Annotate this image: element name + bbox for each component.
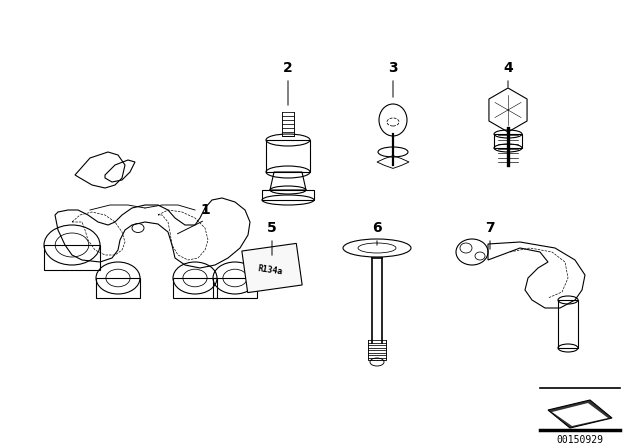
Text: R134a: R134a [257,264,283,276]
Text: 5: 5 [267,221,277,235]
Text: 4: 4 [503,61,513,75]
Bar [44,245,100,270]
Polygon shape [552,403,608,426]
Text: 6: 6 [372,221,382,235]
Bar [262,190,314,200]
Bar [173,278,217,298]
Text: 1: 1 [200,203,210,217]
Bar [558,300,578,348]
Text: 3: 3 [388,61,398,75]
Bar [96,278,140,298]
Text: 7: 7 [485,221,495,235]
Polygon shape [242,243,302,293]
Bar [494,134,522,148]
Text: 00150929: 00150929 [557,435,604,445]
Bar [266,140,310,172]
Text: 2: 2 [283,61,293,75]
Bar [213,278,257,298]
Polygon shape [548,400,612,428]
